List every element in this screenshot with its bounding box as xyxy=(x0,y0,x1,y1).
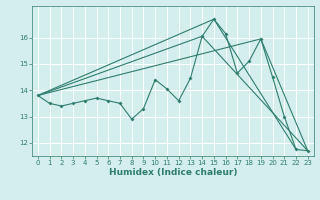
X-axis label: Humidex (Indice chaleur): Humidex (Indice chaleur) xyxy=(108,168,237,177)
